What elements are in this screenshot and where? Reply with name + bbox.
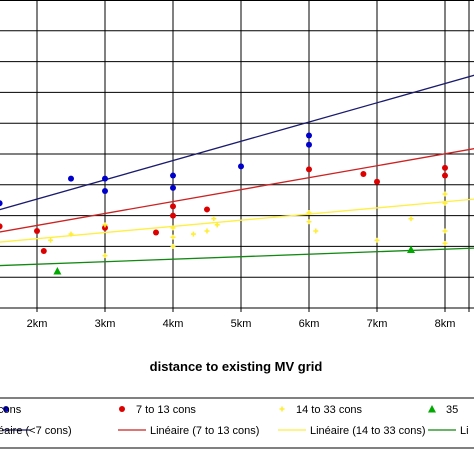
data-point-series-2 — [190, 231, 196, 237]
legend-label: éaire (<7 cons) — [0, 425, 72, 437]
legend-label: 14 to 33 cons — [296, 404, 363, 416]
data-point-series-1 — [306, 166, 312, 173]
data-point-series-1 — [170, 203, 176, 210]
data-point-series-2 — [170, 225, 176, 231]
legend-swatch — [279, 406, 285, 412]
data-point-series-0 — [68, 175, 74, 182]
data-point-series-2 — [306, 210, 312, 216]
data-point-series-3 — [407, 245, 415, 253]
legend-label: Li — [460, 425, 469, 437]
data-point-series-1 — [102, 224, 108, 231]
trend-line-7 — [0, 247, 474, 267]
legend-label: 35 — [446, 404, 458, 416]
x-tick-label: 8km — [435, 318, 456, 330]
trend-line-5 — [0, 148, 474, 233]
x-tick-label: 5km — [231, 318, 252, 330]
legend-swatch — [3, 406, 9, 412]
data-point-series-2 — [442, 228, 448, 234]
data-point-series-0 — [238, 163, 244, 170]
data-point-series-2 — [306, 219, 312, 225]
legend-frame — [0, 397, 474, 449]
trend-line-6 — [0, 198, 474, 243]
data-point-series-2 — [48, 237, 54, 243]
data-points — [0, 132, 448, 275]
legend-label: Linéaire (14 to 33 cons) — [310, 425, 426, 437]
x-tick-labels: 2km 3km 4km 5km 6km 7km 8km — [27, 318, 456, 330]
data-point-series-0 — [102, 175, 108, 182]
data-point-series-1 — [153, 229, 159, 236]
data-point-series-2 — [102, 222, 108, 228]
data-point-series-2 — [442, 200, 448, 206]
trend-line-4 — [0, 74, 474, 211]
data-point-series-2 — [214, 222, 220, 228]
legend-label: cons — [0, 404, 22, 416]
data-point-series-1 — [360, 171, 367, 178]
x-tick-label: 2km — [27, 318, 48, 330]
data-point-series-2 — [442, 240, 448, 246]
x-tick-label: 6km — [299, 318, 320, 330]
data-point-series-0 — [170, 184, 176, 191]
data-point-series-2 — [170, 243, 176, 249]
legend-swatch — [119, 406, 125, 412]
data-point-series-2 — [170, 234, 176, 240]
legend: cons 7 to 13 cons 14 to 33 cons 35 éaire (<7… — [0, 397, 474, 449]
data-point-series-0 — [170, 172, 176, 179]
data-point-series-1 — [40, 248, 47, 255]
data-point-series-2 — [313, 228, 319, 234]
legend-label: Linéaire (7 to 13 cons) — [150, 425, 259, 437]
plot-grid — [0, 0, 474, 312]
data-point-series-0 — [306, 132, 312, 139]
x-axis-label: distance to existing MV grid — [150, 359, 323, 374]
data-point-series-2 — [68, 231, 74, 237]
data-point-series-1 — [374, 178, 380, 185]
legend-label: 7 to 13 cons — [136, 404, 196, 416]
x-tick-label: 3km — [95, 318, 116, 330]
data-point-series-3 — [53, 267, 62, 275]
data-point-series-2 — [204, 228, 210, 234]
x-tick-label: 4km — [163, 318, 184, 330]
data-point-series-2 — [102, 253, 108, 259]
data-point-series-0 — [0, 200, 3, 207]
data-point-series-1 — [170, 212, 176, 219]
data-point-series-1 — [34, 228, 40, 234]
data-point-series-2 — [442, 191, 448, 197]
data-point-series-2 — [211, 216, 217, 222]
data-point-series-2 — [374, 237, 380, 243]
x-tick-label: 7km — [367, 318, 388, 330]
data-point-series-1 — [204, 206, 210, 213]
data-point-series-1 — [442, 164, 448, 171]
trend-lines — [0, 74, 474, 267]
data-point-series-1 — [0, 223, 3, 230]
data-point-series-0 — [102, 187, 108, 194]
data-point-series-1 — [442, 172, 448, 179]
legend-swatch — [428, 405, 436, 413]
data-point-series-0 — [306, 141, 312, 148]
data-point-series-2 — [408, 216, 414, 222]
